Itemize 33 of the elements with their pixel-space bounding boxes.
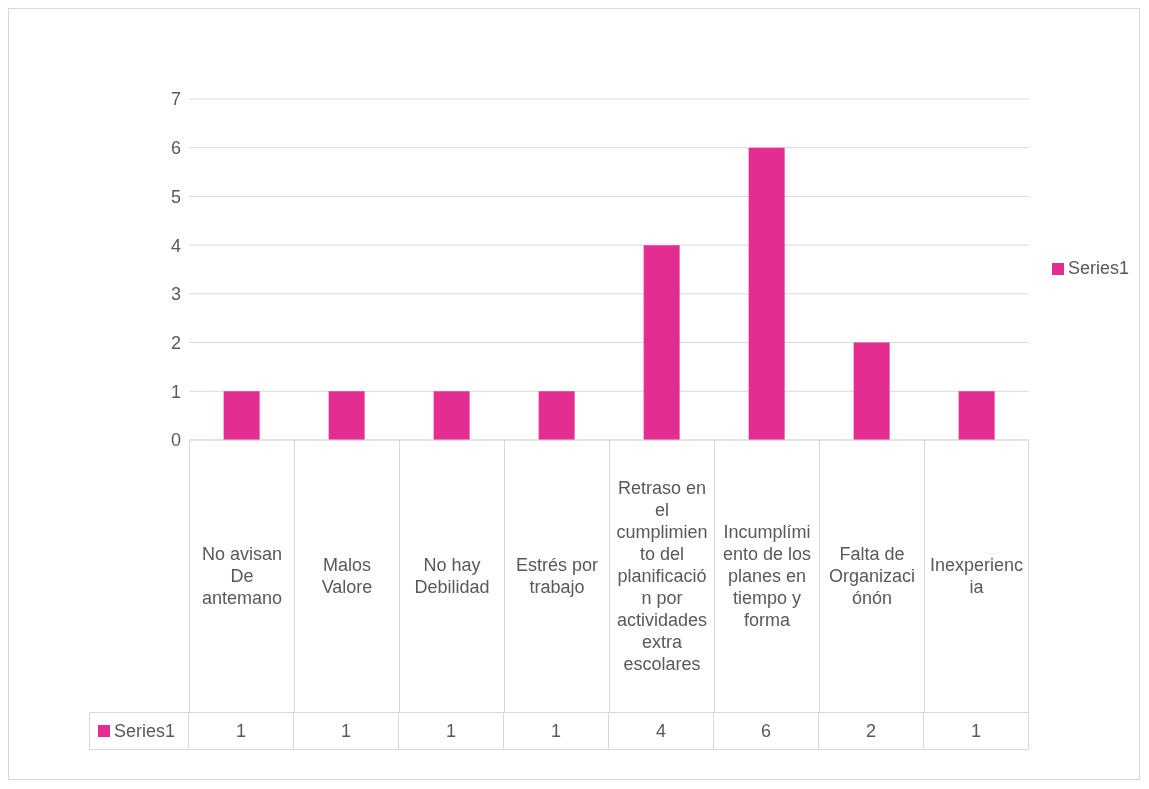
y-tick-label: 1 — [170, 381, 181, 402]
bar — [328, 391, 365, 440]
data-label: 6 — [714, 712, 819, 750]
y-tick-label: 4 — [170, 235, 181, 256]
x-tick-label: Incumplímiento de los planes en tiempo y forma — [714, 440, 819, 712]
bar — [643, 245, 680, 440]
bar — [433, 391, 470, 440]
y-tick-label: 0 — [170, 430, 181, 451]
x-tick-label: Inexperiencia — [924, 440, 1029, 712]
bar — [538, 391, 575, 440]
y-tick-label: 6 — [170, 138, 181, 159]
text: Series1 — [114, 720, 176, 741]
x-tick-label: Malos Valore — [294, 440, 399, 712]
x-tick-label: Falta de Organizaciónón — [819, 440, 924, 712]
y-tick-label: 2 — [170, 332, 181, 353]
data-label: 1 — [924, 712, 1029, 750]
bar — [958, 391, 995, 440]
category-label: Retraso en el cumplimiento del planificación por actividades extra escolares — [616, 478, 708, 674]
data-label: 1 — [504, 712, 609, 750]
bar — [853, 342, 890, 440]
data-label: 1 — [294, 712, 399, 750]
y-tick-label: 7 — [170, 89, 181, 110]
bar — [223, 391, 260, 440]
bar — [748, 147, 785, 440]
x-tick-label: Estrés por trabajo — [504, 440, 609, 712]
data-label: 1 — [399, 712, 504, 750]
data-label: 4 — [609, 712, 714, 750]
x-tick-label: No avisan De antemano — [189, 440, 294, 712]
y-tick-label: 3 — [170, 284, 181, 305]
data-label: 2 — [819, 712, 924, 750]
x-tick-label: No hay Debilidad — [399, 440, 504, 712]
legend-label: Series1 — [1066, 258, 1129, 279]
y-tick-label: 5 — [170, 186, 181, 207]
